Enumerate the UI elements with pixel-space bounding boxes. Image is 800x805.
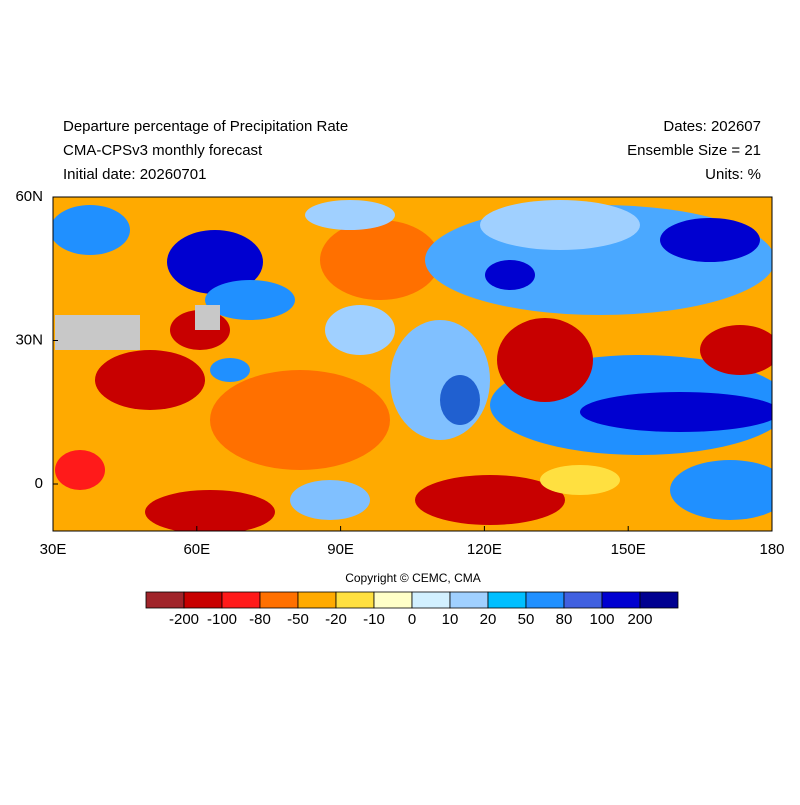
colorbar: -200 -100 -80 -50 -20 -10 0 10 20 50 80 100 200 (145, 591, 679, 628)
colorbar-box (335, 591, 375, 609)
patch (55, 450, 105, 490)
colorbar-box (449, 591, 489, 609)
colorbar-label: -10 (363, 611, 385, 628)
x-tick-label: 150E (611, 541, 646, 558)
dates: Dates: 202607 (663, 118, 761, 135)
patch (580, 392, 772, 432)
title: Departure percentage of Precipitation Ra… (63, 118, 348, 135)
colorbar-label: 50 (518, 611, 535, 628)
patch (320, 220, 440, 300)
colorbar-label: -100 (207, 611, 237, 628)
patch (95, 350, 205, 410)
colorbar-label: -50 (287, 611, 309, 628)
patch (290, 480, 370, 520)
initial-date: Initial date: 20260701 (63, 166, 206, 183)
patch (660, 218, 760, 262)
patch (390, 320, 490, 440)
colorbar-box (487, 591, 527, 609)
y-tick-label: 30N (15, 331, 43, 348)
patch (205, 280, 295, 320)
colorbar-box (639, 591, 679, 609)
missing-data (195, 305, 220, 330)
patch (210, 370, 390, 470)
colorbar-label: 10 (442, 611, 459, 628)
colorbar-label: -20 (325, 611, 347, 628)
colorbar-label: 80 (556, 611, 573, 628)
colorbar-label: -200 (169, 611, 199, 628)
colorbar-box (145, 591, 185, 609)
x-tick-label: 60E (183, 541, 210, 558)
colorbar-box (297, 591, 337, 609)
copyright: Copyright © CEMC, CMA (345, 571, 481, 585)
patch (415, 475, 565, 525)
colorbar-box (183, 591, 223, 609)
patch (210, 358, 250, 382)
colorbar-box (525, 591, 565, 609)
x-tick-label: 30E (40, 541, 67, 558)
colorbar-box (373, 591, 413, 609)
patch (167, 230, 263, 294)
colorbar-label: 100 (589, 611, 614, 628)
patch (540, 465, 620, 495)
missing-data (55, 315, 140, 350)
units: Units: % (705, 166, 761, 183)
subtitle: CMA-CPSv3 monthly forecast (63, 142, 263, 159)
patch (700, 325, 772, 375)
colorbar-label: 200 (627, 611, 652, 628)
map-frame (52, 196, 773, 532)
patch (485, 260, 535, 290)
colorbar-box (259, 591, 299, 609)
patch (670, 460, 772, 520)
patch (53, 205, 130, 255)
y-tick-label: 60N (15, 188, 43, 205)
x-tick-label: 180 (759, 541, 784, 558)
colorbar-box (563, 591, 603, 609)
colorbar-label: -80 (249, 611, 271, 628)
ensemble-size: Ensemble Size = 21 (627, 142, 761, 159)
axes: 30E 60E 90E 120E 150E 180 60N 30N 0 (15, 188, 784, 558)
patch (325, 305, 395, 355)
colorbar-label: 20 (480, 611, 497, 628)
map-field (53, 197, 772, 531)
patch (497, 318, 593, 402)
y-tick-label: 0 (35, 475, 43, 492)
colorbar-box (221, 591, 261, 609)
patch (145, 490, 275, 531)
x-tick-label: 120E (467, 541, 502, 558)
colorbar-label: 0 (408, 611, 416, 628)
colorbar-box (411, 591, 451, 609)
patch (305, 200, 395, 230)
patch (440, 375, 480, 425)
x-tick-label: 90E (327, 541, 354, 558)
patch (480, 200, 640, 250)
colorbar-box (601, 591, 641, 609)
